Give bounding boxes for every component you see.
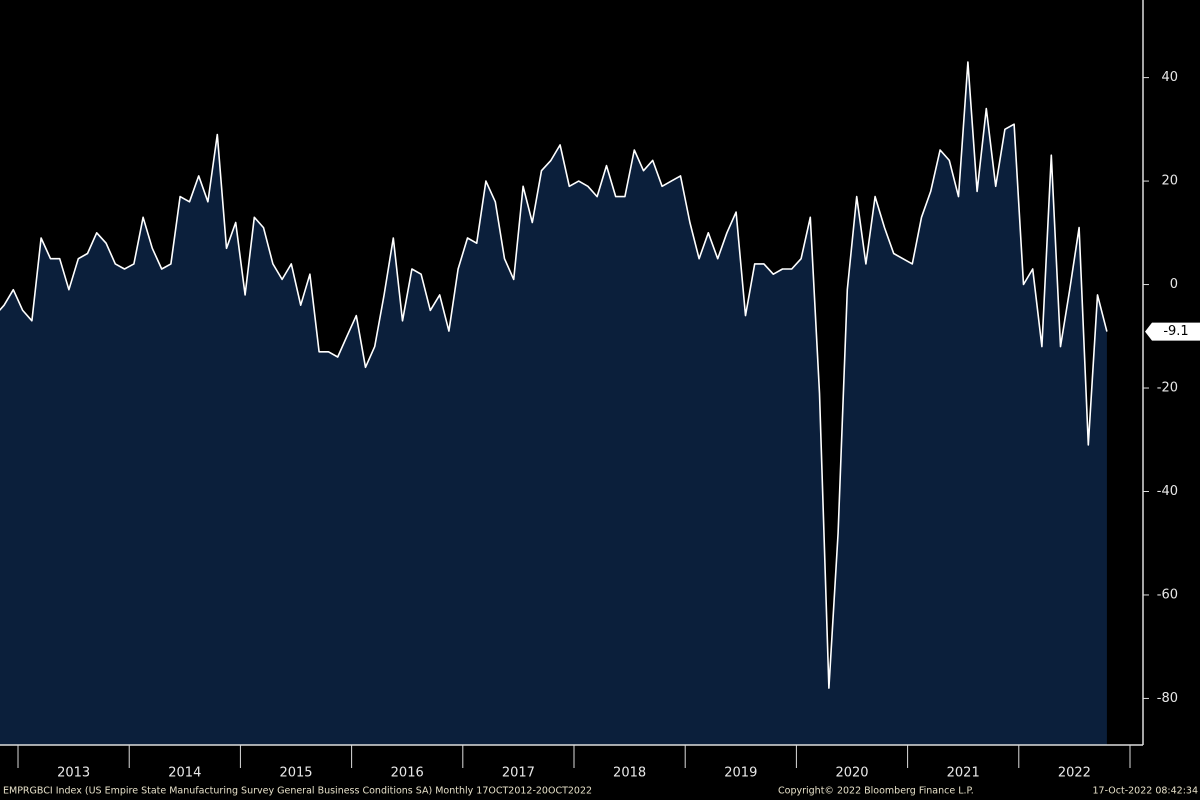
y-tick-label: -20 <box>1157 381 1178 396</box>
plot-area <box>0 61 1108 745</box>
area-fill <box>0 62 1107 745</box>
x-tick-label: 2014 <box>168 766 201 781</box>
y-tick-label: -80 <box>1157 691 1178 706</box>
y-tick-label: -40 <box>1157 484 1178 499</box>
x-tick-label: 2022 <box>1058 766 1091 781</box>
y-tick-label: 20 <box>1161 174 1178 189</box>
footer-timestamp: 17-Oct-2022 08:42:34 <box>1093 786 1199 797</box>
x-tick-label: 2015 <box>279 766 312 781</box>
x-tick-label: 2018 <box>613 766 646 781</box>
x-tick-label: 2016 <box>391 766 424 781</box>
x-tick-label: 2021 <box>947 766 980 781</box>
y-tick-label: 40 <box>1161 70 1178 85</box>
x-tick-label: 2020 <box>835 766 868 781</box>
x-tick-label: 2019 <box>724 766 757 781</box>
x-tick-label: 2017 <box>502 766 535 781</box>
footer-copyright: Copyright© 2022 Bloomberg Finance L.P. <box>778 786 974 797</box>
y-tick-label: -60 <box>1157 587 1178 602</box>
footer-source: EMPRGBCI Index (US Empire State Manufact… <box>3 786 592 797</box>
last-value-box <box>1145 322 1200 341</box>
last-value-label: -9.1 <box>1163 324 1188 339</box>
x-tick-label: 2013 <box>57 766 90 781</box>
y-tick-label: 0 <box>1170 277 1178 292</box>
area-line <box>0 61 1108 689</box>
